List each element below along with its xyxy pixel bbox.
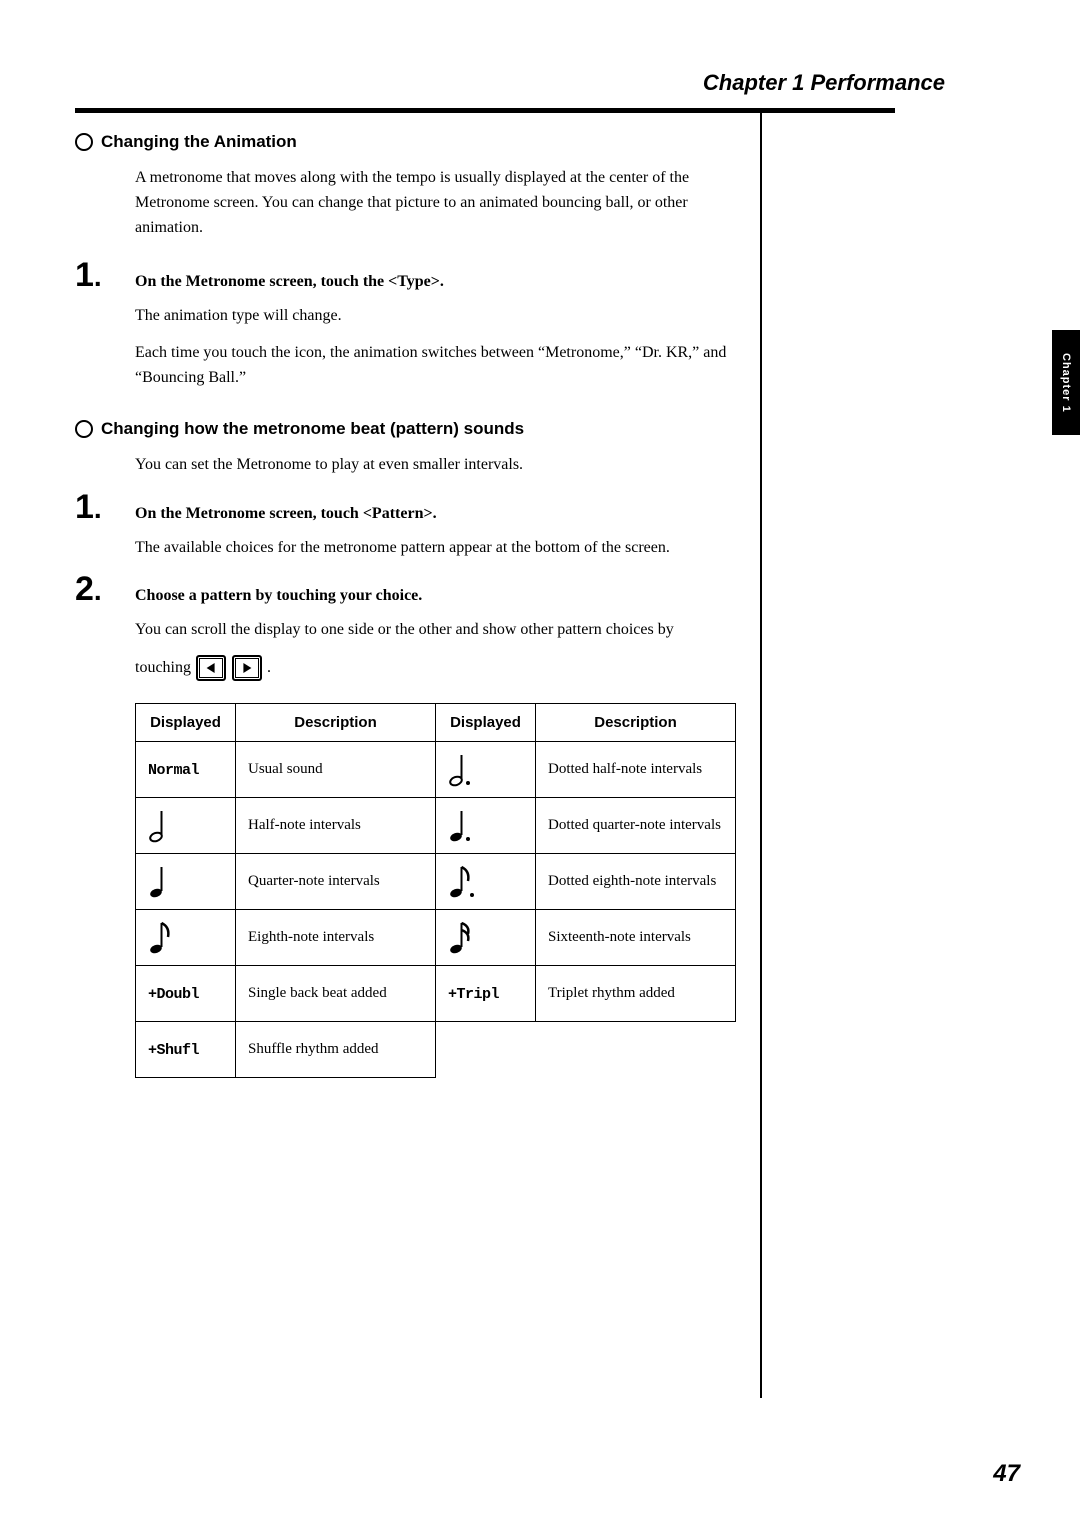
table-row: Quarter-note intervals Dotted eighth-not…	[136, 854, 736, 910]
step-number: 2.	[75, 572, 135, 606]
dotted-eighth-note-icon	[448, 865, 478, 899]
header-rule	[75, 108, 895, 113]
cell-description: Usual sound	[236, 742, 436, 798]
step-number: 1.	[75, 258, 135, 292]
table-body: Normal Usual sound Dotted half-note inte…	[136, 742, 736, 1078]
bullet-icon	[75, 420, 93, 438]
cell-description: Single back beat added	[236, 966, 436, 1022]
section-heading-pattern: Changing how the metronome beat (pattern…	[75, 419, 740, 439]
cell-displayed	[136, 854, 236, 910]
step-row: 2. Choose a pattern by touching your cho…	[75, 572, 740, 606]
scroll-instruction: touching .	[135, 655, 740, 681]
bullet-icon	[75, 133, 93, 151]
step-subtext: Each time you touch the icon, the animat…	[135, 341, 740, 391]
cell-description: Triplet rhythm added	[536, 966, 736, 1022]
dotted-half-note-icon	[448, 753, 474, 787]
step-instruction: On the Metronome screen, touch the <Type…	[135, 267, 444, 291]
th-description: Description	[236, 704, 436, 742]
step-row: 1. On the Metronome screen, touch the <T…	[75, 258, 740, 292]
table-row: Normal Usual sound Dotted half-note inte…	[136, 742, 736, 798]
cell-displayed	[436, 910, 536, 966]
section2-intro: You can set the Metronome to play at eve…	[135, 453, 740, 478]
step-number: 1.	[75, 490, 135, 524]
step-row: 1. On the Metronome screen, touch <Patte…	[75, 490, 740, 524]
section-heading-animation: Changing the Animation	[75, 132, 740, 152]
section-heading-text: Changing how the metronome beat (pattern…	[101, 419, 524, 439]
cell-description: Dotted half-note intervals	[536, 742, 736, 798]
cell-description: Half-note intervals	[236, 798, 436, 854]
table-row: Eighth-note intervals Sixteenth-note int…	[136, 910, 736, 966]
table-row: +Doubl Single back beat added +Tripl Tri…	[136, 966, 736, 1022]
side-divider	[760, 108, 762, 1398]
half-note-icon	[148, 809, 168, 843]
cell-displayed: +Doubl	[136, 966, 236, 1022]
pattern-table: Displayed Description Displayed Descript…	[135, 703, 736, 1078]
cell-description: Eighth-note intervals	[236, 910, 436, 966]
cell-description: Dotted quarter-note intervals	[536, 798, 736, 854]
th-description: Description	[536, 704, 736, 742]
section-heading-text: Changing the Animation	[101, 132, 297, 152]
cell-empty	[436, 1022, 536, 1078]
page-content: Changing the Animation A metronome that …	[75, 132, 740, 1078]
side-tab-chapter: Chapter 1	[1052, 330, 1080, 435]
table-header-row: Displayed Description Displayed Descript…	[136, 704, 736, 742]
sixteenth-note-icon	[448, 921, 472, 955]
cell-empty	[536, 1022, 736, 1078]
cell-displayed	[436, 854, 536, 910]
arrow-left-icon	[196, 655, 226, 681]
chapter-header: Chapter 1 Performance	[703, 70, 945, 96]
cell-displayed	[436, 742, 536, 798]
dotted-quarter-note-icon	[448, 809, 474, 843]
step-instruction: Choose a pattern by touching your choice…	[135, 581, 422, 605]
cell-displayed: +Shufl	[136, 1022, 236, 1078]
section1-intro: A metronome that moves along with the te…	[135, 166, 740, 240]
cell-description: Sixteenth-note intervals	[536, 910, 736, 966]
cell-displayed: +Tripl	[436, 966, 536, 1022]
eighth-note-icon	[148, 921, 172, 955]
th-displayed: Displayed	[136, 704, 236, 742]
cell-displayed	[136, 798, 236, 854]
period-text: .	[267, 656, 271, 681]
cell-displayed: Normal	[136, 742, 236, 798]
table-row: +Shufl Shuffle rhythm added	[136, 1022, 736, 1078]
table-row: Half-note intervals Dotted quarter-note …	[136, 798, 736, 854]
arrow-right-icon	[232, 655, 262, 681]
th-displayed: Displayed	[436, 704, 536, 742]
step-subtext: You can scroll the display to one side o…	[135, 618, 740, 643]
step-subtext: The animation type will change.	[135, 304, 740, 329]
touching-text: touching	[135, 656, 191, 681]
cell-displayed	[136, 910, 236, 966]
cell-description: Shuffle rhythm added	[236, 1022, 436, 1078]
step-instruction: On the Metronome screen, touch <Pattern>…	[135, 499, 437, 523]
quarter-note-icon	[148, 865, 168, 899]
cell-displayed	[436, 798, 536, 854]
cell-description: Dotted eighth-note intervals	[536, 854, 736, 910]
step-subtext: The available choices for the metronome …	[135, 536, 740, 561]
page-number: 47	[993, 1460, 1020, 1488]
cell-description: Quarter-note intervals	[236, 854, 436, 910]
